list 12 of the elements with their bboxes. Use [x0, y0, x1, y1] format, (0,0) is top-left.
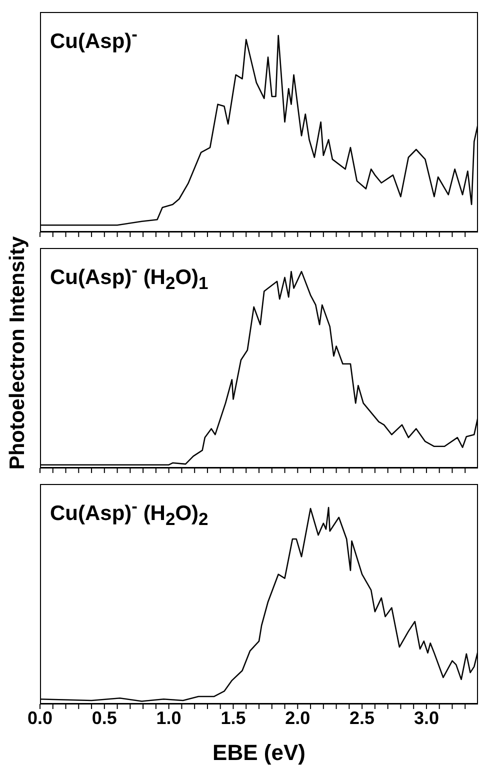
chart-title: Cu(Asp)$^{-}$ (H$_{2}$O)$_{1}$: [50, 260, 208, 294]
x-tick-label: 3.0: [414, 708, 439, 728]
y-axis-title: Photoelectron Intensity: [6, 236, 30, 470]
x-tick-label: 0.5: [92, 708, 117, 728]
x-tick-label: 2.0: [285, 708, 310, 728]
x-tick-label: 1.5: [220, 708, 246, 728]
x-tick-label: 2.5: [350, 708, 375, 728]
x-axis-title: EBE (eV): [212, 740, 306, 765]
text: 0.0: [27, 708, 53, 728]
chart-title: Cu(Asp)$^{-}$: [50, 24, 138, 54]
chart-title: Cu(Asp)$^{-}$ (H$_{2}$O)$_{2}$: [50, 496, 208, 530]
x-tick-label: 1.0: [156, 708, 182, 728]
